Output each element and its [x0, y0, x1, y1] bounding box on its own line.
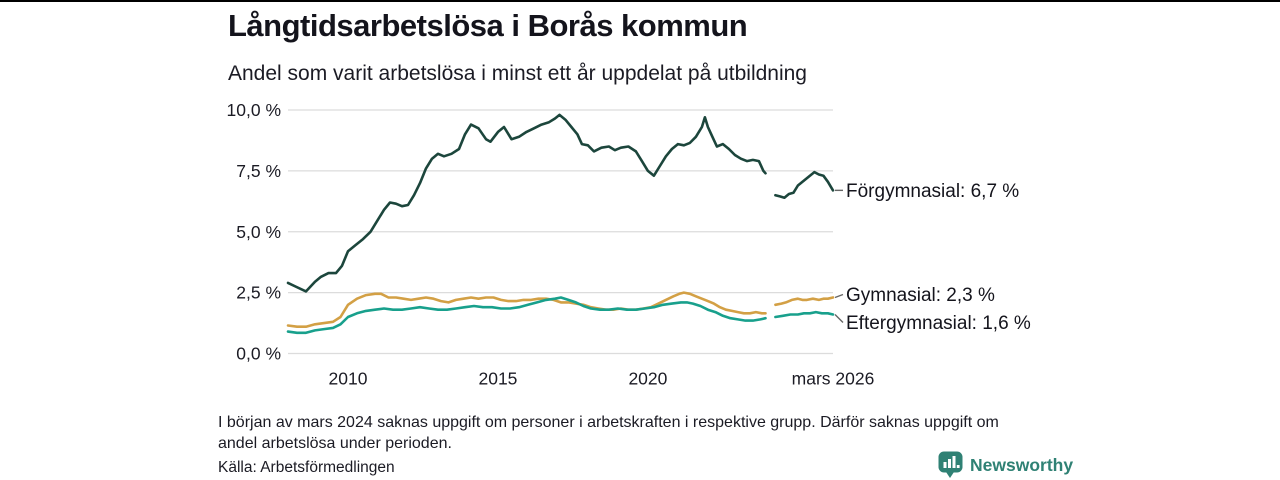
series-line-eftergymnasial — [286, 296, 835, 335]
brand-name: Newsworthy — [970, 454, 1074, 475]
chart-subtitle: Andel som varit arbetslösa i minst ett å… — [228, 62, 807, 85]
series-end-label-gymnasial: Gymnasial: 2,3 % — [846, 285, 995, 306]
x-tick-label: 2015 — [478, 369, 517, 389]
x-tick-label: 2020 — [628, 369, 667, 389]
source-label: Källa: Arbetsförmedlingen — [218, 459, 395, 476]
newsworthy-logo-icon — [938, 451, 963, 479]
y-tick-label: 7,5 % — [236, 161, 281, 181]
newsworthy-brand: Newsworthy — [938, 451, 1073, 479]
x-tick-label: mars 2026 — [792, 369, 875, 389]
series-label-connector — [834, 314, 844, 324]
chart-footnote: I början av mars 2024 saknas uppgift om … — [218, 414, 999, 452]
y-tick-label: 5,0 % — [236, 222, 281, 242]
y-tick-label: 2,5 % — [236, 283, 281, 303]
screenshot-top-border — [0, 0, 1280, 2]
series-label-connector — [834, 293, 844, 299]
y-tick-label: 10,0 % — [227, 100, 281, 120]
y-tick-label: 0,0 % — [236, 344, 281, 364]
x-tick-label: 2010 — [329, 369, 368, 389]
series-end-label-förgymnasial: Förgymnasial: 6,7 % — [846, 181, 1019, 202]
chart-title: Långtidsarbetslösa i Borås kommun — [228, 8, 748, 43]
series-end-label-eftergymnasial: Eftergymnasial: 1,6 % — [846, 313, 1031, 334]
series-line-förgymnasial — [286, 113, 835, 293]
